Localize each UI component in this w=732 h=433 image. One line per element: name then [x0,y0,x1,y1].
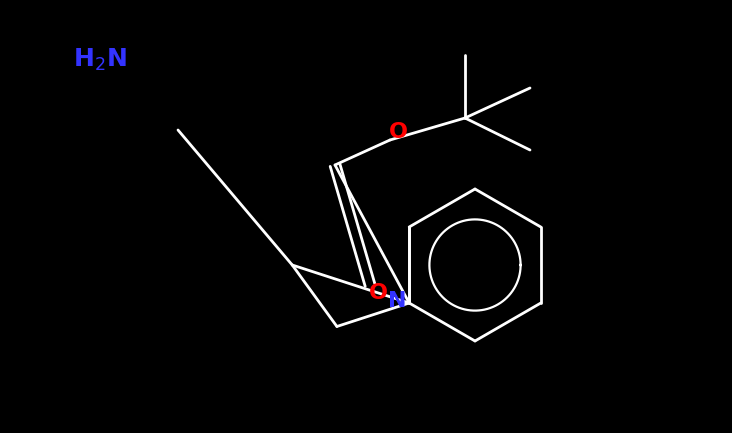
Text: O: O [368,283,387,303]
Text: O: O [389,122,408,142]
Text: N: N [388,291,406,311]
Text: H$_2$N: H$_2$N [73,47,127,73]
